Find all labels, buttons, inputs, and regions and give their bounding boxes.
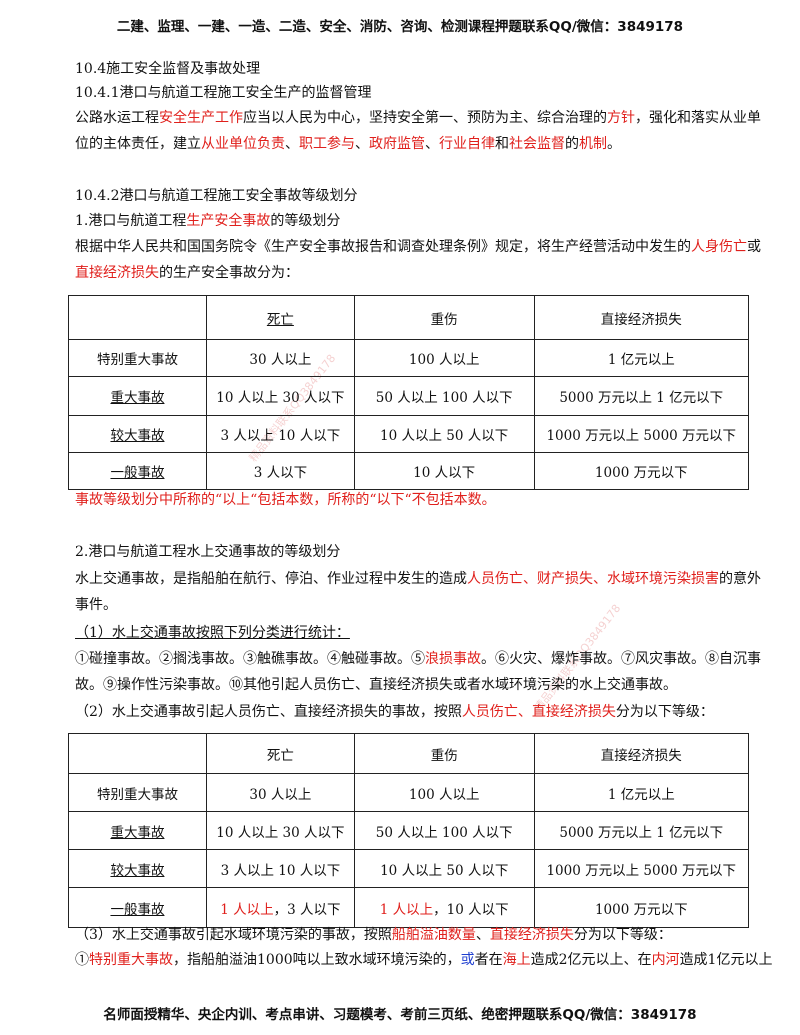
table-cell: 10 人以上 30 人以下 — [206, 812, 354, 850]
table-cell: 5000 万元以上 1 亿元以下 — [534, 377, 748, 416]
paragraph-line: 事件。 — [75, 595, 755, 615]
table-header-cell — [69, 296, 207, 340]
table-cell: 1 人以上，10 人以下 — [354, 888, 534, 928]
table-cell: 30 人以上 — [206, 774, 354, 812]
table-row: 较大事故 3 人以上 10 人以下 10 人以上 50 人以下 1000 万元以… — [69, 850, 749, 888]
table-cell: 1 亿元以上 — [534, 340, 748, 377]
table-cell: 1 亿元以上 — [534, 774, 748, 812]
table-cell: 100 人以上 — [354, 340, 534, 377]
section-title: 10.4施工安全监督及事故处理 — [75, 59, 755, 79]
paragraph-line: 位的主体责任，建立从业单位负责、职工参与、政府监管、行业自律和社会监督的机制。 — [75, 134, 755, 154]
table-header-cell: 死亡 — [206, 296, 354, 340]
table-header-row: 死亡 重伤 直接经济损失 — [69, 296, 749, 340]
table-row: 重大事故 10 人以上 30 人以下 50 人以上 100 人以下 5000 万… — [69, 812, 749, 850]
table-cell: 10 人以下 — [354, 453, 534, 490]
table-header-row: 死亡 重伤 直接经济损失 — [69, 734, 749, 774]
sub-heading: 2.港口与航道工程水上交通事故的等级划分 — [75, 542, 755, 562]
table-cell: 特别重大事故 — [69, 340, 207, 377]
page-footer: 名师面授精华、央企内训、考点串讲、习题模考、考前三页纸、绝密押题联系QQ/微信：… — [0, 1003, 800, 1023]
sub-heading: 1.港口与航道工程生产安全事故的等级划分 — [75, 211, 755, 231]
list-heading: （3）水上交通事故引起水域环境污染的事故，按照船舶溢油数量、直接经济损失分为以下… — [75, 925, 755, 945]
table-row: 较大事故 3 人以上 10 人以下 10 人以上 50 人以下 1000 万元以… — [69, 416, 749, 453]
table-cell: 较大事故 — [69, 416, 207, 453]
table-cell: 3 人以下 — [206, 453, 354, 490]
table-cell: 较大事故 — [69, 850, 207, 888]
table-cell: 100 人以上 — [354, 774, 534, 812]
table-row: 特别重大事故 30 人以上 100 人以上 1 亿元以上 — [69, 774, 749, 812]
table-row: 一般事故 1 人以上，3 人以下 1 人以上，10 人以下 1000 万元以下 — [69, 888, 749, 928]
table-cell: 3 人以上 10 人以下 — [206, 416, 354, 453]
table-header-cell: 重伤 — [354, 734, 534, 774]
table-cell: 一般事故 — [69, 453, 207, 490]
subsection-title: 10.4.2港口与航道工程施工安全事故等级划分 — [75, 186, 755, 206]
table-cell: 1000 万元以上 5000 万元以下 — [534, 850, 748, 888]
traffic-accident-table: 死亡 重伤 直接经济损失 特别重大事故 30 人以上 100 人以上 1 亿元以… — [68, 733, 749, 928]
list-heading: （2）水上交通事故引起人员伤亡、直接经济损失的事故，按照人员伤亡、直接经济损失分… — [75, 702, 755, 722]
table-cell: 1000 万元以上 5000 万元以下 — [534, 416, 748, 453]
list-line: 故。⑨操作性污染事故。⑩其他引起人员伤亡、直接经济损失或者水域环境污染的水上交通… — [75, 675, 755, 695]
subsection-title: 10.4.1港口与航道工程施工安全生产的监督管理 — [75, 83, 755, 103]
table-cell: 重大事故 — [69, 377, 207, 416]
table-cell: 1 人以上，3 人以下 — [206, 888, 354, 928]
note-line: 事故等级划分中所称的“以上“包括本数，所称的“以下“不包括本数。 — [75, 490, 755, 510]
table-header-cell: 死亡 — [206, 734, 354, 774]
table-cell: 重大事故 — [69, 812, 207, 850]
table-cell: 10 人以上 30 人以下 — [206, 377, 354, 416]
table-cell: 1000 万元以下 — [534, 453, 748, 490]
table-row: 重大事故 10 人以上 30 人以下 50 人以上 100 人以下 5000 万… — [69, 377, 749, 416]
accident-grade-table: 死亡 重伤 直接经济损失 特别重大事故 30 人以上 100 人以上 1 亿元以… — [68, 295, 749, 490]
table-header-cell: 直接经济损失 — [534, 296, 748, 340]
list-heading: （1）水上交通事故按照下列分类进行统计： — [75, 623, 755, 643]
table-cell: 特别重大事故 — [69, 774, 207, 812]
table-cell: 5000 万元以上 1 亿元以下 — [534, 812, 748, 850]
paragraph-line: 公路水运工程安全生产工作应当以人民为中心，坚持安全第一、预防为主、综合治理的方针… — [75, 108, 755, 128]
table-cell: 3 人以上 10 人以下 — [206, 850, 354, 888]
table-header-cell: 重伤 — [354, 296, 534, 340]
table-cell: 10 人以上 50 人以下 — [354, 850, 534, 888]
table-row: 特别重大事故 30 人以上 100 人以上 1 亿元以上 — [69, 340, 749, 377]
list-line: ①碰撞事故。②搁浅事故。③触礁事故。④触碰事故。⑤浪损事故。⑥火灾、爆炸事故。⑦… — [75, 649, 755, 669]
table-cell: 30 人以上 — [206, 340, 354, 377]
table-cell: 一般事故 — [69, 888, 207, 928]
paragraph-line: 水上交通事故，是指船舶在航行、停泊、作业过程中发生的造成人员伤亡、财产损失、水域… — [75, 569, 755, 589]
table-cell: 10 人以上 50 人以下 — [354, 416, 534, 453]
table-header-cell: 直接经济损失 — [534, 734, 748, 774]
table-cell: 1000 万元以下 — [534, 888, 748, 928]
list-line: ①特别重大事故，指船舶溢油1000吨以上致水域环境污染的，或者在海上造成2亿元以… — [75, 950, 755, 970]
page-header: 二建、监理、一建、一造、二造、安全、消防、咨询、检测课程押题联系QQ/微信：38… — [0, 15, 800, 35]
table-row: 一般事故 3 人以下 10 人以下 1000 万元以下 — [69, 453, 749, 490]
paragraph-line: 直接经济损失的生产安全事故分为： — [75, 263, 755, 283]
table-header-cell — [69, 734, 207, 774]
paragraph-line: 根据中华人民共和国国务院令《生产安全事故报告和调查处理条例》规定，将生产经营活动… — [75, 237, 755, 257]
table-cell: 50 人以上 100 人以下 — [354, 812, 534, 850]
table-cell: 50 人以上 100 人以下 — [354, 377, 534, 416]
